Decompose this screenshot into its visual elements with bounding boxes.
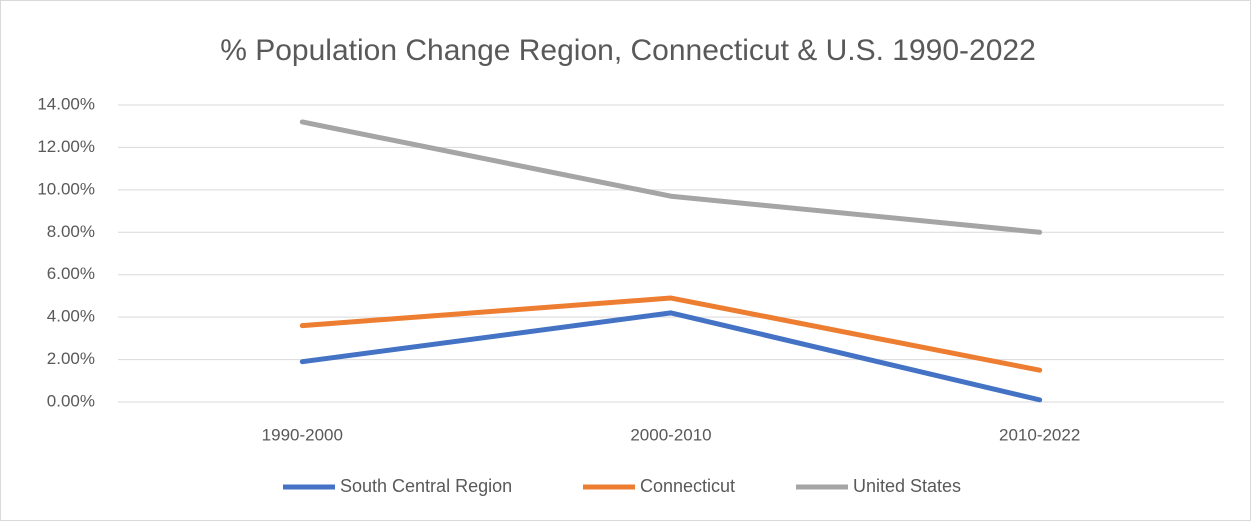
legend-label: Connecticut <box>640 476 735 496</box>
line-series <box>299 119 1043 235</box>
x-tick-label: 2010-2022 <box>999 425 1080 444</box>
x-tick-label: 1990-2000 <box>262 425 343 444</box>
legend-label: South Central Region <box>340 476 512 496</box>
y-tick-label: 0.00% <box>47 391 95 410</box>
line-series <box>299 310 1043 403</box>
y-tick-label: 8.00% <box>47 222 95 241</box>
y-tick-label: 14.00% <box>37 94 95 113</box>
y-tick-label: 12.00% <box>37 137 95 156</box>
y-tick-label: 10.00% <box>37 179 95 198</box>
chart-title: % Population Change Region, Connecticut … <box>220 34 1036 67</box>
legend-label: United States <box>853 476 961 496</box>
x-tick-label: 2000-2010 <box>630 425 711 444</box>
line-series <box>299 295 1043 373</box>
y-tick-label: 2.00% <box>47 349 95 368</box>
y-tick-label: 6.00% <box>47 264 95 283</box>
y-tick-label: 4.00% <box>47 307 95 326</box>
